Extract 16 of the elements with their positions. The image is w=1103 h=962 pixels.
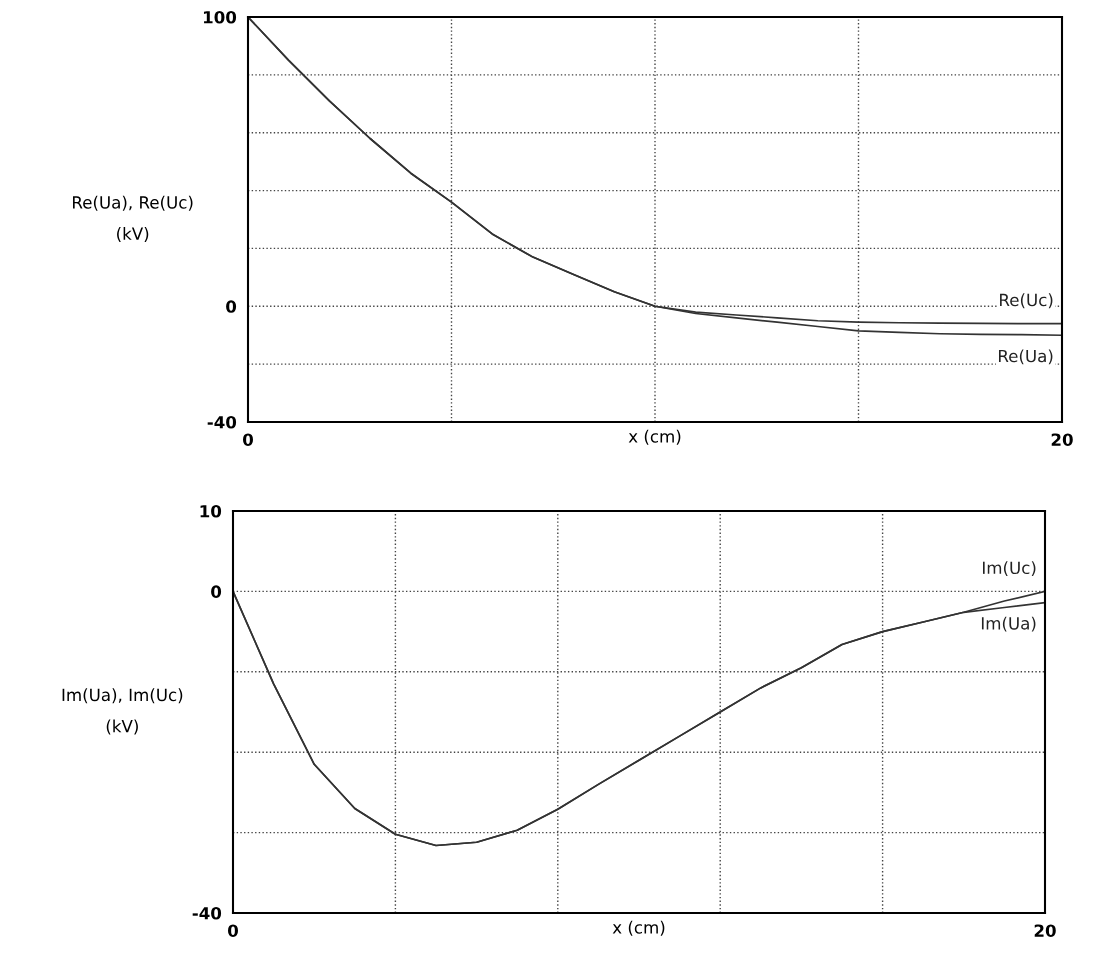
- x-axis-title: x (cm): [612, 920, 665, 936]
- y-tick-label: -40: [192, 906, 222, 920]
- series-label: Im(Uc): [983, 561, 1036, 577]
- y-tick-label: -40: [207, 415, 237, 429]
- series-label: Im(Ua): [981, 616, 1036, 632]
- y-tick-label: 0: [226, 300, 237, 313]
- y-tick-label: 100: [203, 10, 237, 24]
- series-label: Re(Ua): [998, 349, 1053, 365]
- x-tick-label: 20: [1051, 433, 1073, 447]
- y-tick-label: 0: [211, 585, 222, 598]
- x-tick-label: 20: [1034, 924, 1056, 938]
- series-label: Re(Uc): [1000, 293, 1053, 309]
- y-axis-title: Re(Ua), Re(Uc) (kV): [73, 195, 193, 242]
- x-axis-title: x (cm): [628, 429, 681, 445]
- y-tick-label: 10: [200, 504, 222, 518]
- y-axis-title: Im(Ua), Im(Uc) (kV): [62, 688, 183, 735]
